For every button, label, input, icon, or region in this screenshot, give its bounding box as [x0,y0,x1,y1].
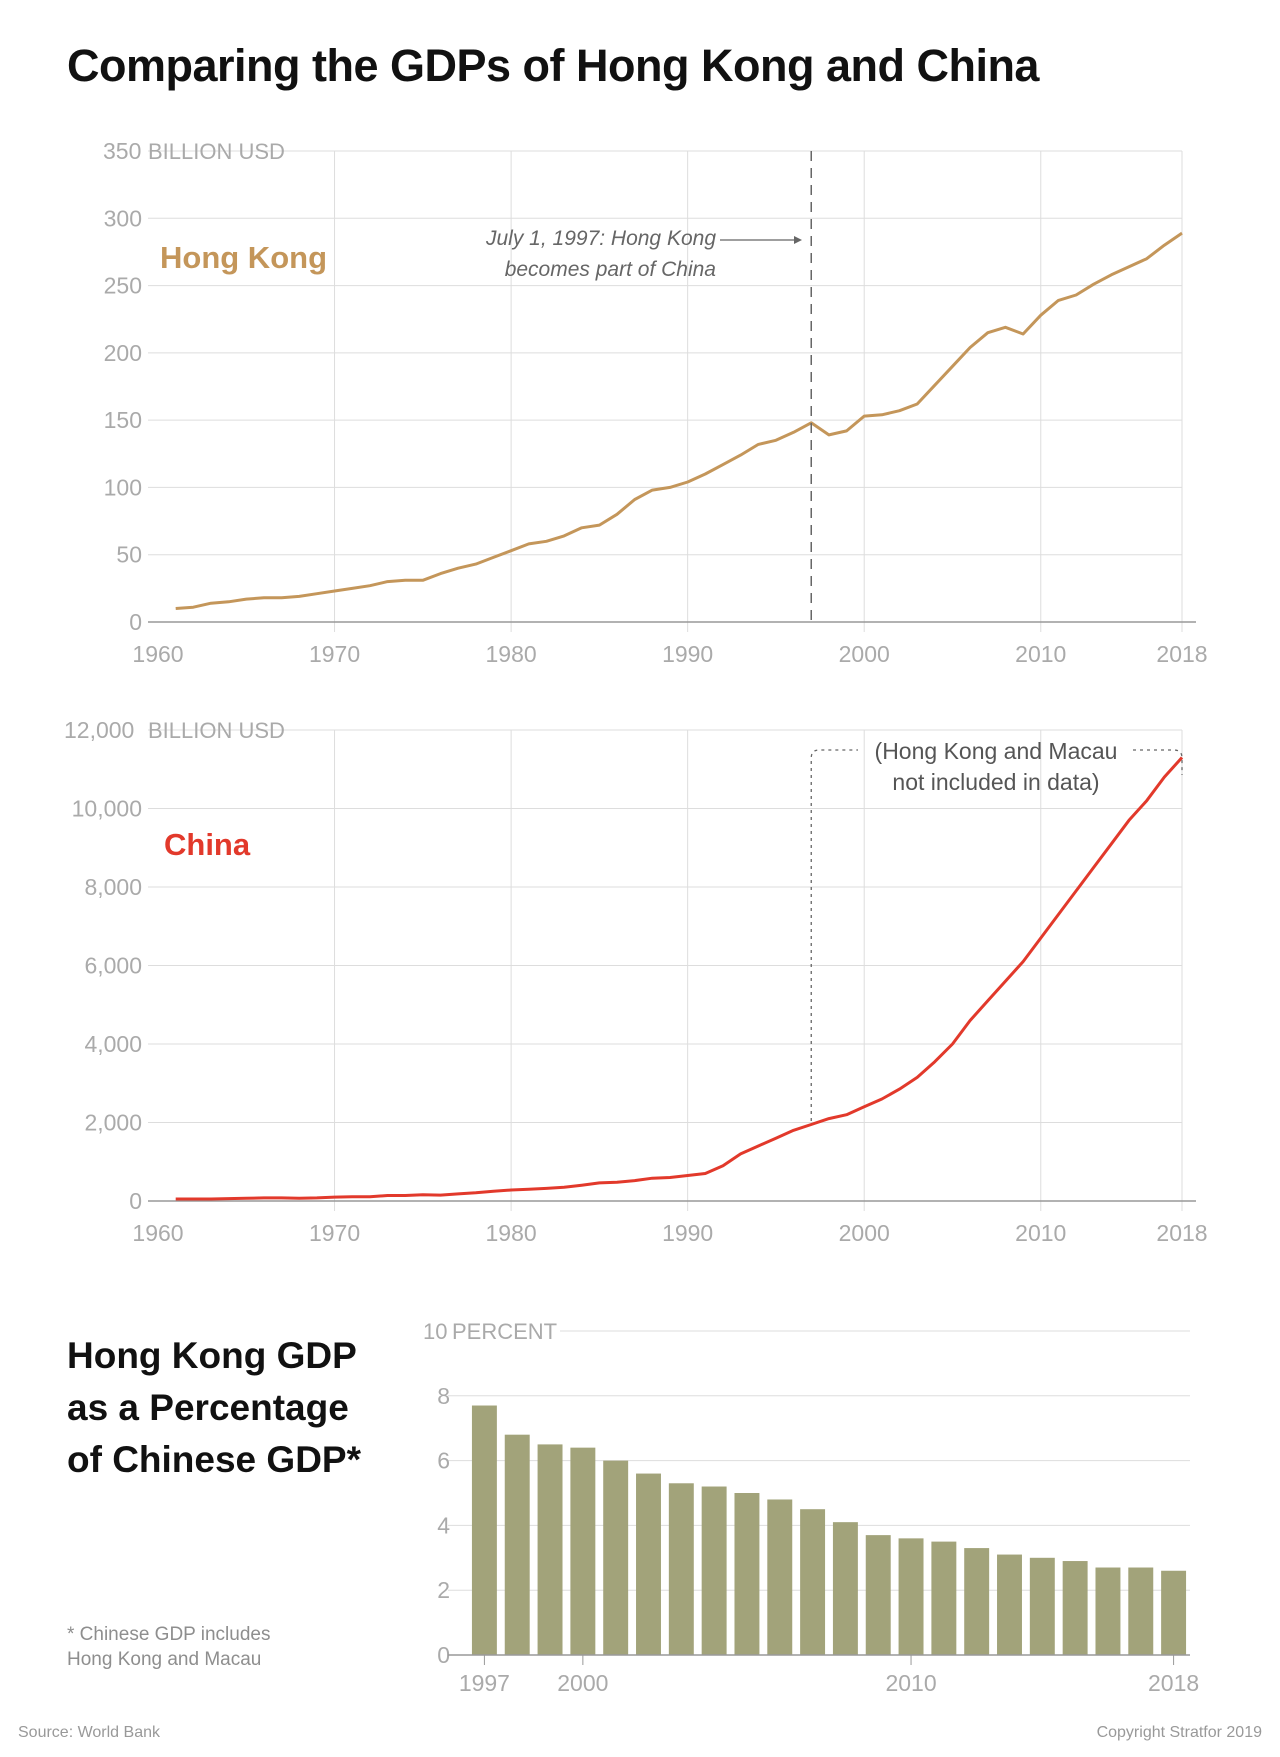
cn-y-tick-label: 0 [129,1188,142,1214]
pct-y-tick-label: 10 [423,1319,447,1344]
cn-y-tick-label: 2,000 [84,1110,142,1136]
pct-bar [1029,1557,1055,1655]
page-title: Comparing the GDPs of Hong Kong and Chin… [67,40,1039,91]
cn-unit-label: BILLION USD [148,718,285,743]
hk-series-label: Hong Kong [160,240,327,275]
pct-bar [668,1483,694,1655]
percentage-chart-title-line-1: Hong Kong GDP [67,1335,357,1376]
percentage-chart-title: Hong Kong GDP as a Percentage of Chinese… [67,1330,397,1486]
pct-bar [964,1548,990,1655]
copyright-notice: Copyright Stratfor 2019 [1096,1724,1262,1741]
pct-y-tick-label: 6 [437,1448,450,1474]
hk-x-tick-label: 1980 [486,641,537,667]
hk-y-tick-label: 50 [116,542,142,568]
hk-y-tick-label: 300 [104,205,142,231]
pct-bar [471,1405,497,1655]
percentage-chart-title-line-3: of Chinese GDP* [67,1439,361,1480]
pct-bar [997,1554,1022,1655]
china-gdp-chart: 0 2,000 4,000 6,000 8,000 10,000 12,000 BILLION… [64,717,1208,1246]
hk-x-tick-label: 1960 [132,641,183,667]
hk-x-tick-label: 1990 [662,641,713,667]
hk-y-tick-label: 150 [104,407,142,433]
cn-series-label: China [164,827,251,862]
hk-y-tick-label: 350 [103,138,141,164]
hk-y-tick-label: 200 [104,340,142,366]
pct-bar [832,1522,858,1655]
pct-bar [636,1473,661,1655]
pct-bar [898,1538,924,1655]
not-included-annotation-line-1: (Hong Kong and Macau [875,738,1118,764]
not-included-annotation-line-2: not included in data) [892,769,1099,795]
pct-y-tick-label: 8 [437,1383,450,1409]
cn-x-tick-label: 2000 [839,1220,890,1246]
pct-y-tick-label: 2 [437,1577,450,1603]
handover-annotation-line-2: becomes part of China [505,258,716,281]
cn-x-tick-label: 1970 [309,1220,360,1246]
cn-x-tick-label: 1990 [662,1220,713,1246]
pct-bar [701,1486,727,1655]
pct-y-tick-label: 0 [437,1642,450,1668]
cn-y-tick-label: 8,000 [84,874,142,900]
pct-bar [931,1541,957,1655]
pct-bar [734,1493,760,1655]
cn-x-tick-label: 1980 [486,1220,537,1246]
cn-x-tick-label: 1960 [132,1220,183,1246]
pct-bar [1062,1561,1088,1655]
footnote-line-1: * Chinese GDP includes [67,1624,271,1645]
pct-x-tick-label: 1997 [459,1670,510,1696]
pct-unit-label: PERCENT [452,1319,557,1344]
pct-bar [1128,1567,1154,1655]
pct-bar [800,1509,826,1655]
pct-bar [570,1447,596,1655]
pct-y-tick-label: 4 [437,1512,450,1538]
percentage-chart-title-line-2: as a Percentage [67,1387,349,1428]
footnote: * Chinese GDP includes Hong Kong and Mac… [67,1622,270,1672]
pct-bar [1095,1567,1121,1655]
pct-bar [767,1499,793,1655]
cn-y-tick-label: 12,000 [64,717,134,743]
handover-annotation-line-1: July 1, 1997: Hong Kong [485,227,716,250]
cn-y-tick-label: 10,000 [72,796,142,822]
pct-bar [537,1444,563,1655]
hk-x-tick-label: 2018 [1156,641,1207,667]
hk-y-tick-label: 100 [104,474,142,500]
pct-bar [504,1434,530,1655]
pct-bar [603,1460,629,1655]
cn-y-tick-label: 6,000 [84,953,142,979]
hk-y-tick-label: 0 [129,609,142,635]
cn-series-line [175,756,1184,1201]
pct-x-tick-label: 2018 [1148,1670,1199,1696]
hk-y-tick-label: 250 [104,273,142,299]
cn-x-tick-label: 2010 [1015,1220,1066,1246]
source-credit: Source: World Bank [18,1724,160,1741]
pct-x-tick-label: 2000 [557,1670,608,1696]
hong-kong-gdp-chart: 0 50 100 150 200 250 300 350 BILLION USD 1960 1970… [103,138,1208,667]
pct-bar [865,1535,891,1655]
hk-x-tick-label: 2000 [839,641,890,667]
footnote-line-2: Hong Kong and Macau [67,1649,262,1670]
pct-bar [1161,1570,1187,1655]
cn-x-tick-label: 2018 [1156,1220,1207,1246]
hk-x-tick-label: 1970 [309,641,360,667]
hk-x-tick-label: 2010 [1015,641,1066,667]
hk-series-line [175,231,1183,610]
pct-x-tick-label: 2010 [885,1670,936,1696]
cn-y-tick-label: 4,000 [84,1031,142,1057]
hk-unit-label: BILLION USD [148,139,285,164]
handover-annotation-arrow-head [794,236,802,244]
